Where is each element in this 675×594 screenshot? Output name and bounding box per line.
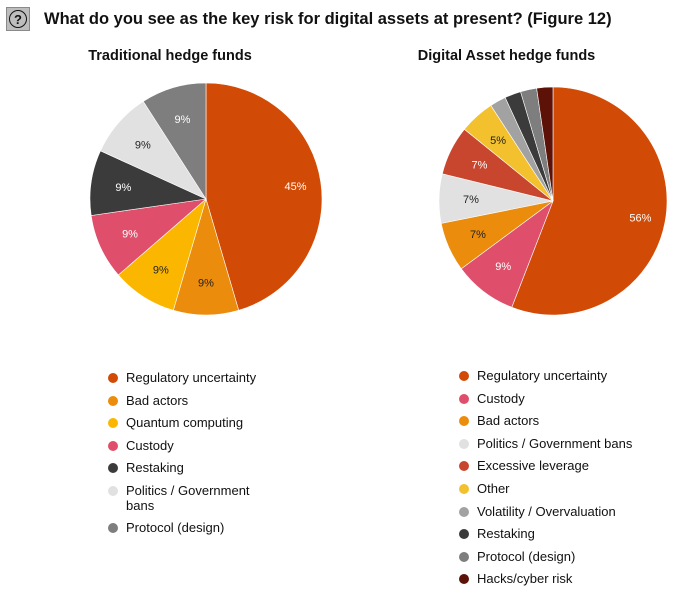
legend-swatch: [108, 440, 118, 451]
pie-chart: 45% 9% 9% 9% 9% 9% 9%: [89, 82, 323, 316]
legend-item-regulatory-uncertainty: Regulatory uncertainty: [459, 368, 632, 383]
data-label-regulatory-uncertainty: 56%: [629, 212, 651, 224]
legend-label: Protocol (design): [477, 548, 576, 564]
legend-label: Politics / Government bans: [477, 435, 633, 451]
data-label-restaking: 9%: [115, 182, 131, 194]
data-label-custody: 9%: [122, 229, 138, 241]
legend-label: Custody: [126, 437, 174, 453]
help-icon[interactable]: ?: [6, 7, 30, 31]
data-label-politics-government-bans: 7%: [463, 194, 479, 206]
legend-label: Custody: [477, 390, 525, 406]
page-title: What do you see as the key risk for digi…: [44, 9, 612, 28]
legend-swatch: [459, 393, 469, 404]
legend-item-bad-actors: Bad actors: [459, 413, 632, 428]
legend-swatch: [459, 529, 469, 540]
pie-chart: 56%9%7%7%7%5%: [438, 86, 668, 316]
legend-swatch: [459, 574, 469, 585]
legend-swatch: [108, 523, 118, 533]
legend-item-quantum-computing: Quantum computing: [108, 415, 256, 430]
legend-item-other: Other: [459, 481, 632, 496]
legend-label: Quantum computing: [126, 415, 244, 430]
header: ? What do you see as the key risk for di…: [6, 6, 612, 32]
legend-item-politics-government-bans: Politics / Government bans: [108, 483, 256, 513]
legend-label: Regulatory uncertainty: [126, 370, 257, 385]
legend: Regulatory uncertainty Custody Bad actors P…: [459, 368, 632, 594]
legend-label: Other: [477, 480, 510, 496]
data-label-other: 5%: [490, 135, 506, 147]
legend-item-bad-actors: Bad actors: [108, 393, 256, 408]
data-label-politics-government-bans: 9%: [135, 139, 151, 151]
legend-swatch: [459, 483, 469, 494]
legend-item-regulatory-uncertainty: Regulatory uncertainty: [108, 370, 256, 385]
legend-item-protocol-design: Protocol (design): [459, 549, 632, 564]
legend-item-restaking: Restaking: [459, 526, 632, 541]
legend-swatch: [108, 373, 118, 383]
legend: Regulatory uncertainty Bad actors Quantum …: [108, 370, 256, 543]
legend-label: Hacks/cyber risk: [477, 571, 573, 587]
legend-label: Restaking: [126, 460, 184, 475]
legend-item-volatility-overvaluation: Volatility / Overvaluation: [459, 504, 632, 519]
legend-label: Regulatory uncertainty: [477, 368, 608, 383]
legend-item-protocol-design: Protocol (design): [108, 520, 256, 535]
legend-swatch: [108, 463, 118, 473]
legend-swatch: [459, 506, 469, 517]
chart-title: Digital Asset hedge funds: [417, 48, 596, 64]
legend-label: Bad actors: [477, 413, 540, 429]
data-label-bad-actors: 9%: [198, 278, 214, 290]
legend-item-excessive-leverage: Excessive leverage: [459, 458, 632, 473]
chart-title: Traditional hedge funds: [88, 48, 252, 64]
data-label-bad-actors: 7%: [470, 229, 486, 241]
legend-swatch: [108, 395, 118, 406]
legend-swatch: [108, 485, 118, 496]
pie-slice-protocol-design: [142, 82, 207, 201]
pie-slice-hacks-cyber-risk: [536, 86, 554, 202]
legend-label: Bad actors: [126, 392, 189, 408]
chart-digital-asset-hedge-funds: Digital Asset hedge funds 56% 9% 7% 7% 7% 5% …: [338, 0, 675, 590]
legend-label: Protocol (design): [126, 520, 225, 535]
legend-swatch: [459, 551, 469, 562]
legend-swatch: [459, 371, 469, 381]
legend-item-custody: Custody: [108, 438, 256, 453]
legend-item-hacks-cyber-risk: Hacks/cyber risk: [459, 571, 632, 586]
pie-slice-regulatory-uncertainty: [205, 82, 323, 311]
data-label-excessive-leverage: 7%: [472, 159, 488, 171]
legend-swatch: [459, 438, 469, 449]
legend-label: Politics / Government bans: [126, 482, 250, 513]
legend-swatch: [459, 416, 469, 427]
data-label-quantum-computing: 9%: [153, 264, 169, 276]
chart-traditional-hedge-funds: Traditional hedge funds 45% 9% 9% 9% 9% 9% 9% …: [88, 48, 323, 543]
legend-swatch: [459, 461, 469, 472]
legend-item-restaking: Restaking: [108, 460, 256, 475]
pie-slice-regulatory-uncertainty: [511, 86, 668, 316]
data-label-protocol-design: 9%: [175, 114, 191, 126]
legend-item-politics-government-bans: Politics / Government bans: [459, 436, 632, 451]
legend-label: Volatility / Overvaluation: [477, 503, 616, 519]
data-label-regulatory-uncertainty: 45%: [285, 181, 307, 193]
data-label-custody: 9%: [495, 261, 511, 273]
legend-item-custody: Custody: [459, 391, 632, 406]
legend-swatch: [108, 418, 118, 428]
legend-label: Restaking: [477, 526, 535, 542]
question-circle-icon: ?: [9, 10, 27, 28]
legend-label: Excessive leverage: [477, 458, 589, 474]
